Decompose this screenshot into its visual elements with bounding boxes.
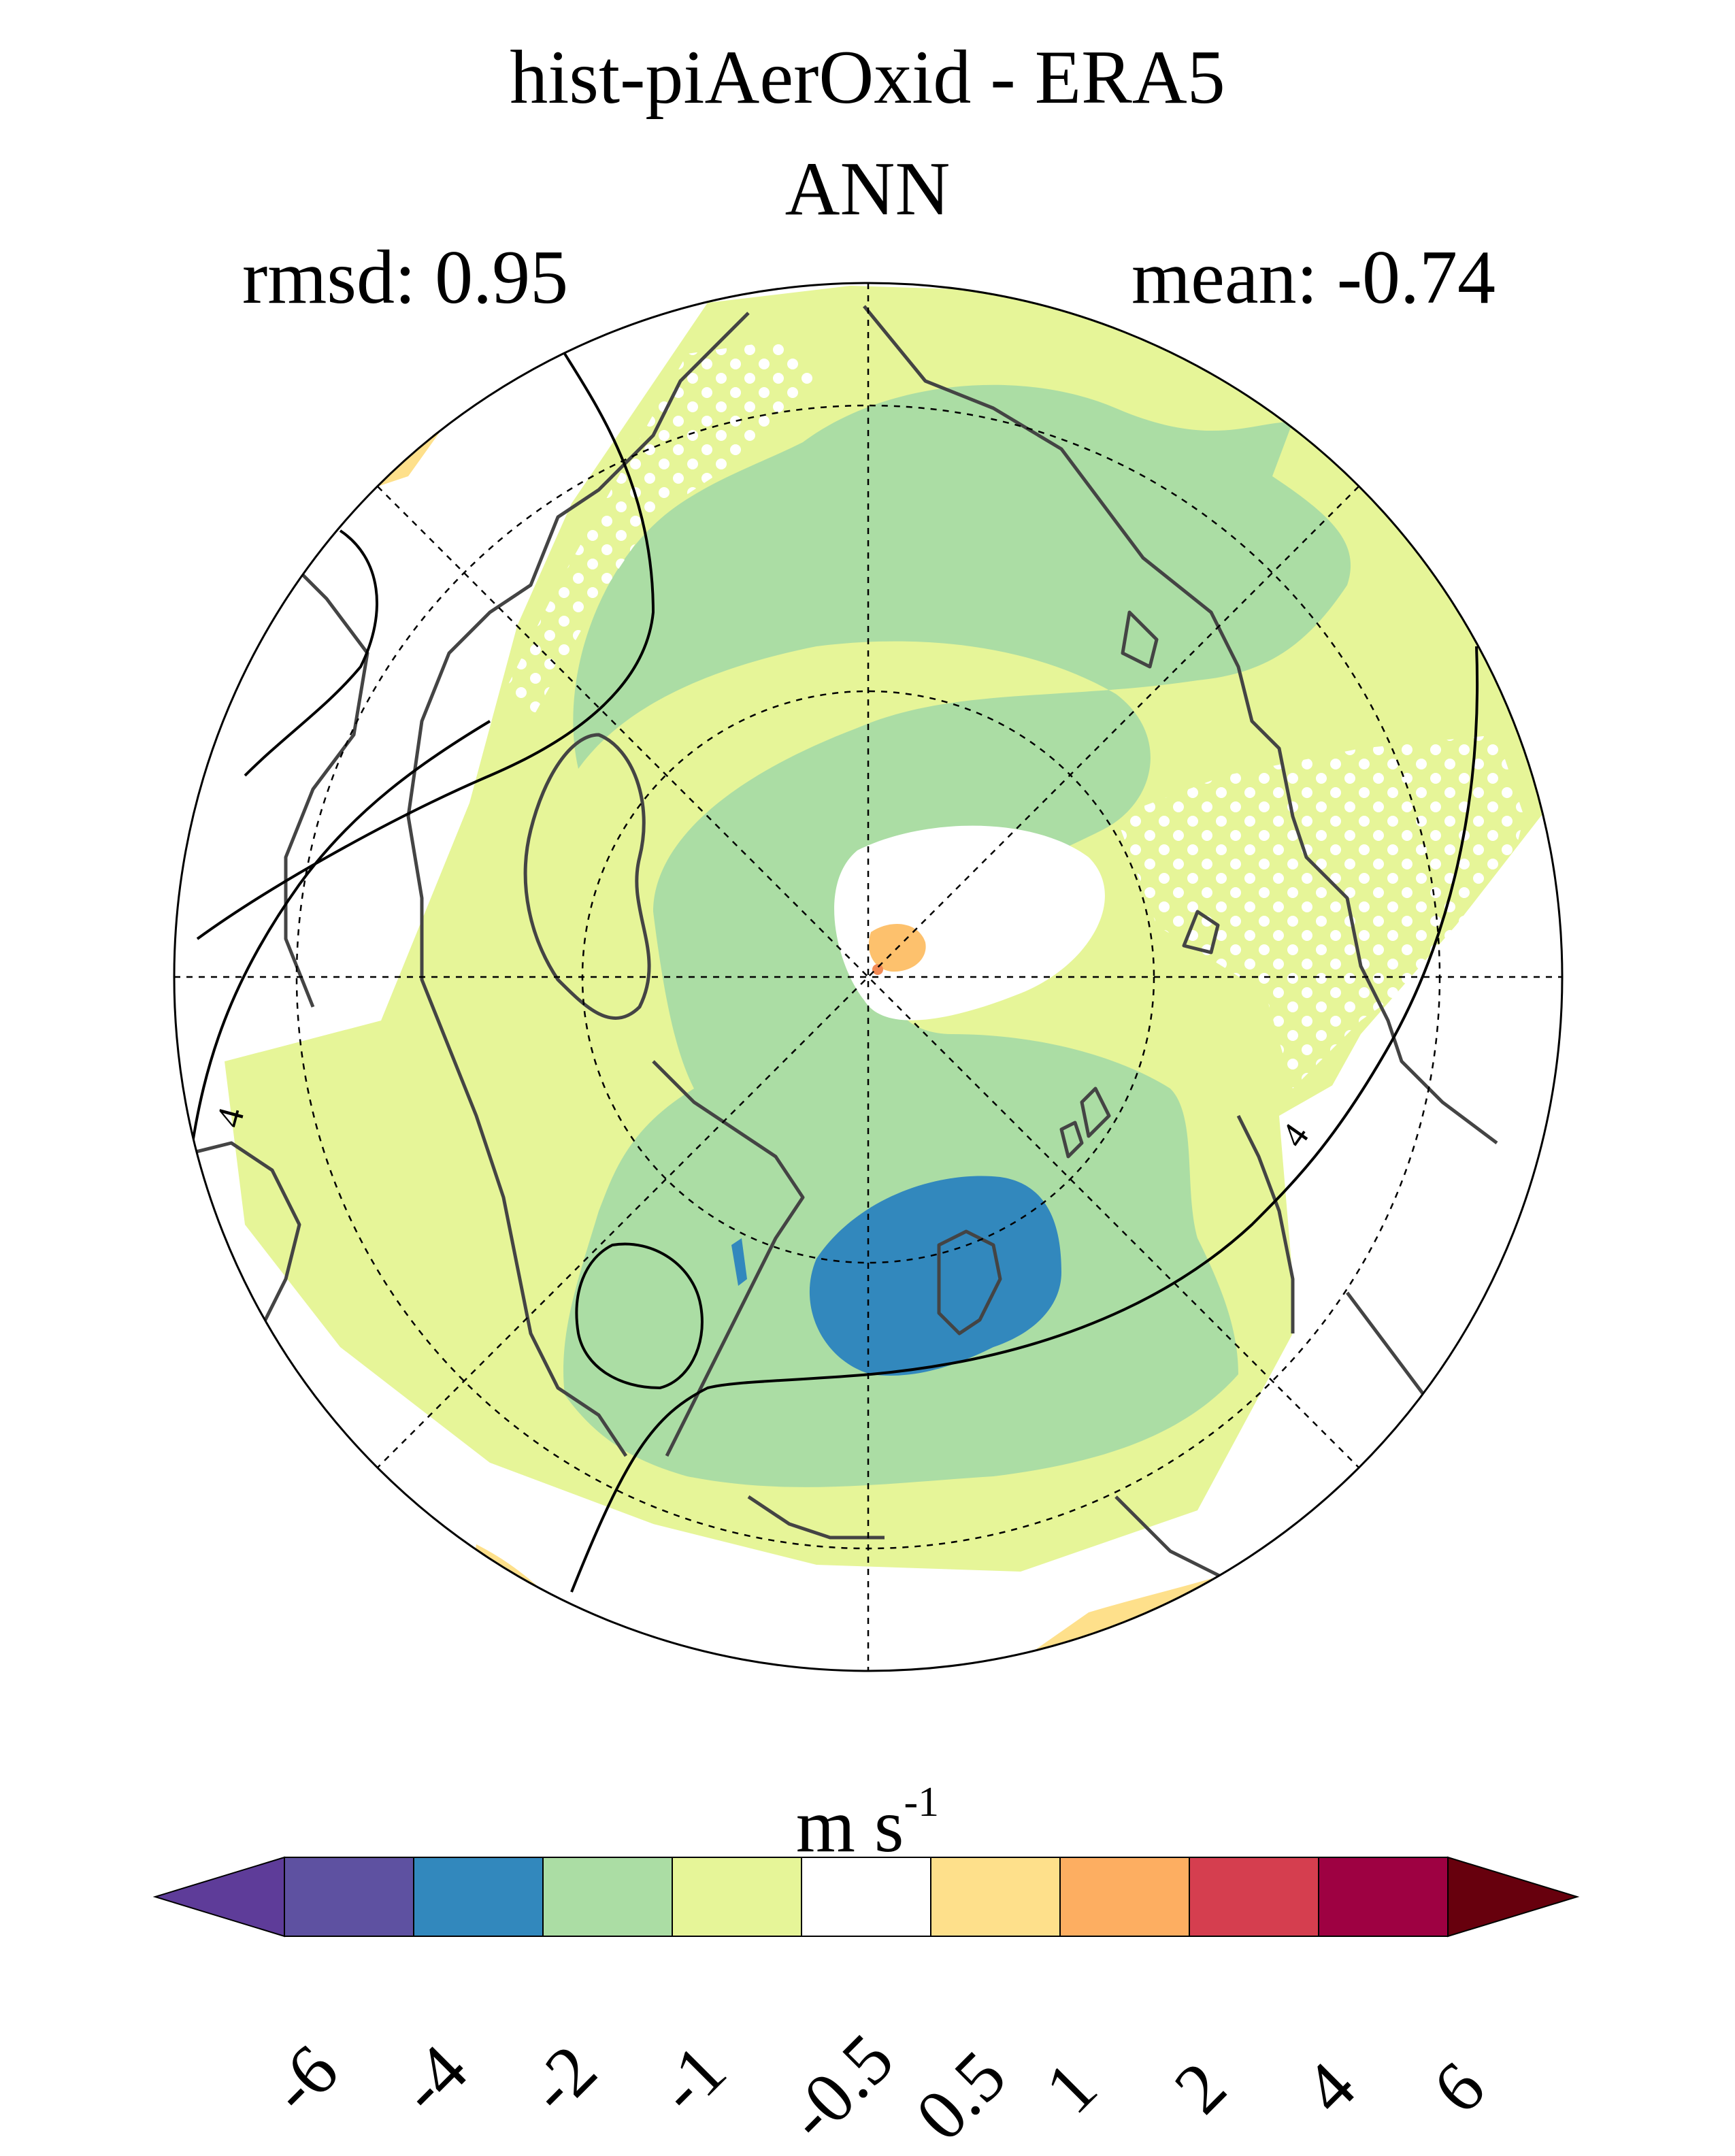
colorbar-units: m s-1	[0, 1781, 1735, 1864]
colorbar-swatch	[1189, 1857, 1319, 1937]
contour-lines	[189, 352, 1479, 1593]
colorbar-swatch	[542, 1857, 673, 1937]
stipple-east	[1116, 735, 1524, 1089]
coastlines	[176, 305, 1498, 1580]
colorbar-high-arrow	[1447, 1856, 1580, 1938]
plot-subtitle: ANN	[784, 147, 951, 231]
region-near-zero-pole	[834, 825, 1105, 1021]
map-boundary	[173, 282, 1564, 1672]
colorbar-swatch	[801, 1857, 931, 1937]
plot-title: hist-piAerOxid - ERA5	[510, 35, 1225, 120]
units-exponent: -1	[904, 1779, 940, 1825]
colorbar-swatch	[413, 1857, 544, 1937]
units-base: m s	[795, 1784, 904, 1868]
colorbar-swatch	[1059, 1857, 1190, 1937]
stipple-north	[503, 340, 816, 721]
colorbar-low-arrow	[152, 1856, 285, 1938]
region-minus-4-to-minus-2	[809, 1176, 1061, 1376]
polar-map: 4 4	[173, 282, 1564, 1672]
colorbar-swatch	[672, 1857, 802, 1937]
rmsd-label: rmsd: 0.95	[242, 235, 569, 320]
mean-label: mean: -0.74	[1131, 235, 1496, 320]
colorbar-swatch	[1318, 1857, 1449, 1937]
graticule	[174, 283, 1562, 1671]
colorbar-swatch	[930, 1857, 1061, 1937]
colorbar-swatch	[284, 1857, 414, 1937]
region-minus-2-to-minus-1	[563, 384, 1351, 1487]
